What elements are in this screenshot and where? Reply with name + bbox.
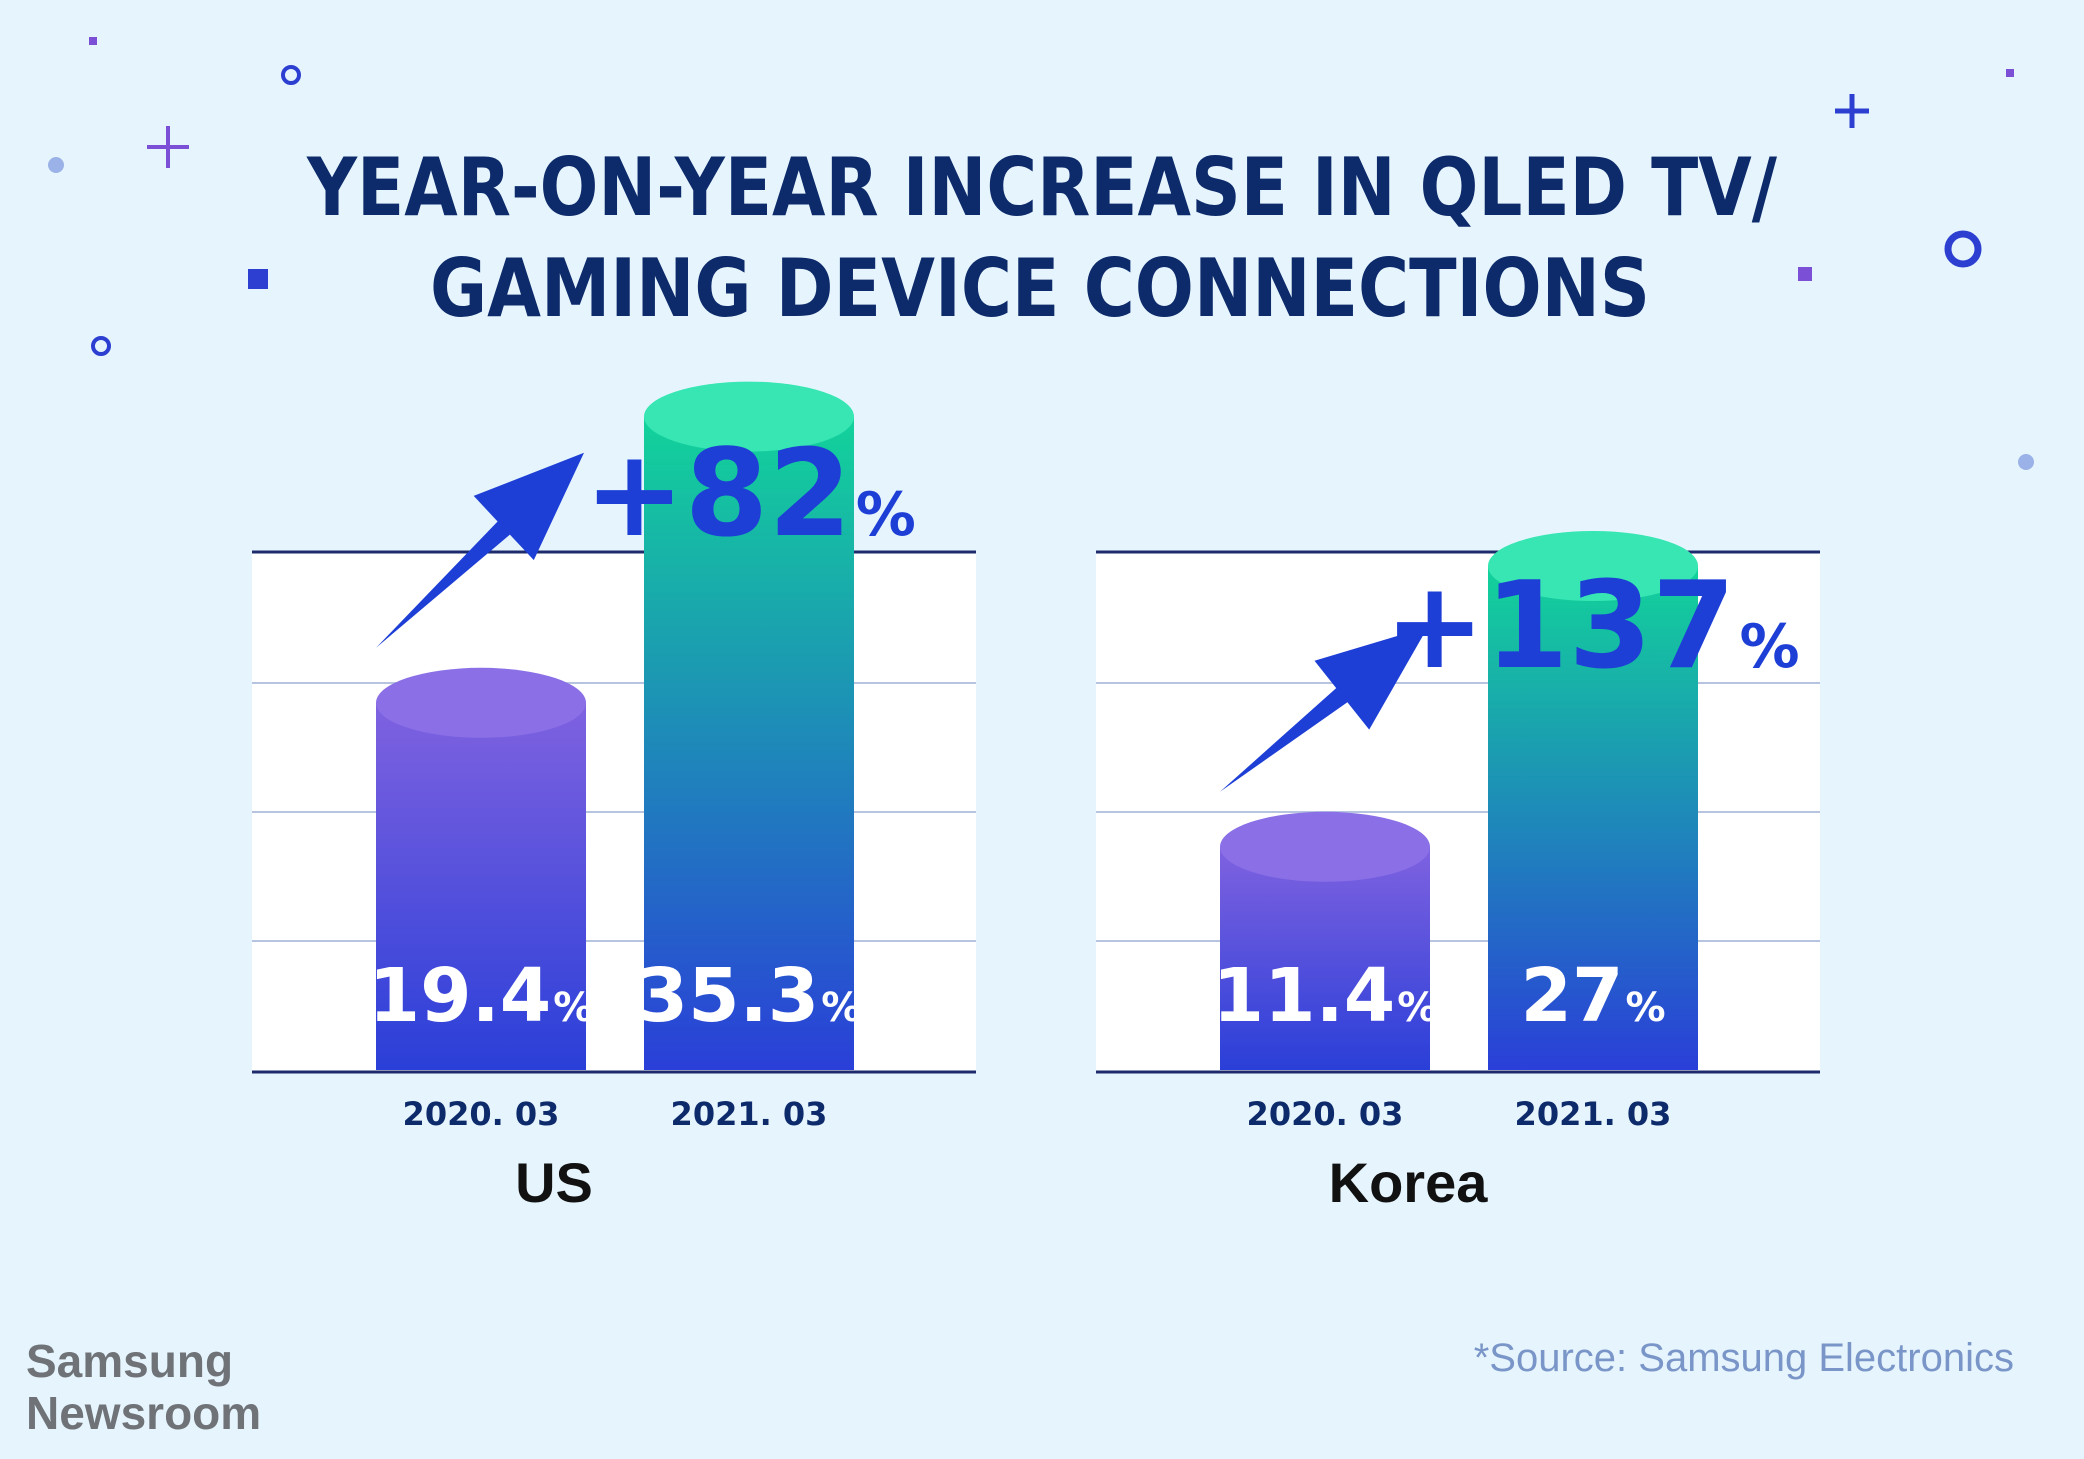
brand-line-1: Samsung [26,1335,234,1387]
title-line-1: YEAR-ON-YEAR INCREASE IN QLED TV/ [306,141,1778,234]
growth-arrow-icon [376,452,584,648]
dot-decoration [48,157,64,173]
square-dot-decoration [2006,69,2014,77]
region-label: Korea [1329,1151,1489,1214]
square-decoration [248,269,268,289]
square-decoration [1798,267,1812,281]
plus-decoration [1835,94,1869,128]
brand-line-2: Newsroom [26,1387,262,1439]
bar-value-unit: % [821,985,861,1031]
bar-cap [644,381,854,452]
square-dot-decoration [89,37,97,45]
bar-cap [1488,531,1698,601]
x-tick-label: 2020. 03 [1247,1095,1404,1133]
dot-decoration [2018,454,2034,470]
brand-logo: Samsung Newsroom [26,1335,261,1439]
growth-arrow-shape [1220,626,1428,792]
growth-arrow-shape [376,452,584,648]
bar-cap [376,667,586,738]
region-label: US [515,1151,593,1214]
bar-202003 [1220,846,1430,1070]
source-note: *Source: Samsung Electronics [1473,1336,2014,1380]
growth-label: +82% [584,425,916,564]
x-tick-label: 2020. 03 [403,1095,560,1133]
growth-arrow-icon [1220,626,1428,792]
ring-decoration [91,336,111,356]
bar-202003 [376,702,586,1070]
bar-value-unit: % [1397,985,1437,1031]
bar-cap [1220,811,1430,882]
ring-decoration [281,65,301,85]
bar-value-unit: % [1625,985,1665,1031]
bar-value-unit: % [553,985,593,1031]
bar-202103 [644,416,854,1071]
x-tick-label: 2021. 03 [1515,1095,1672,1133]
growth-unit: % [1739,612,1799,682]
plus-decoration [147,126,189,168]
growth-label: +137% [1384,557,1799,696]
growth-unit: % [856,480,916,550]
x-tick-label: 2021. 03 [671,1095,828,1133]
ring-decoration [1944,230,1982,268]
title-line-2: GAMING DEVICE CONNECTIONS [430,242,1650,335]
bar-202103 [1488,566,1698,1070]
decorations [48,37,2034,470]
